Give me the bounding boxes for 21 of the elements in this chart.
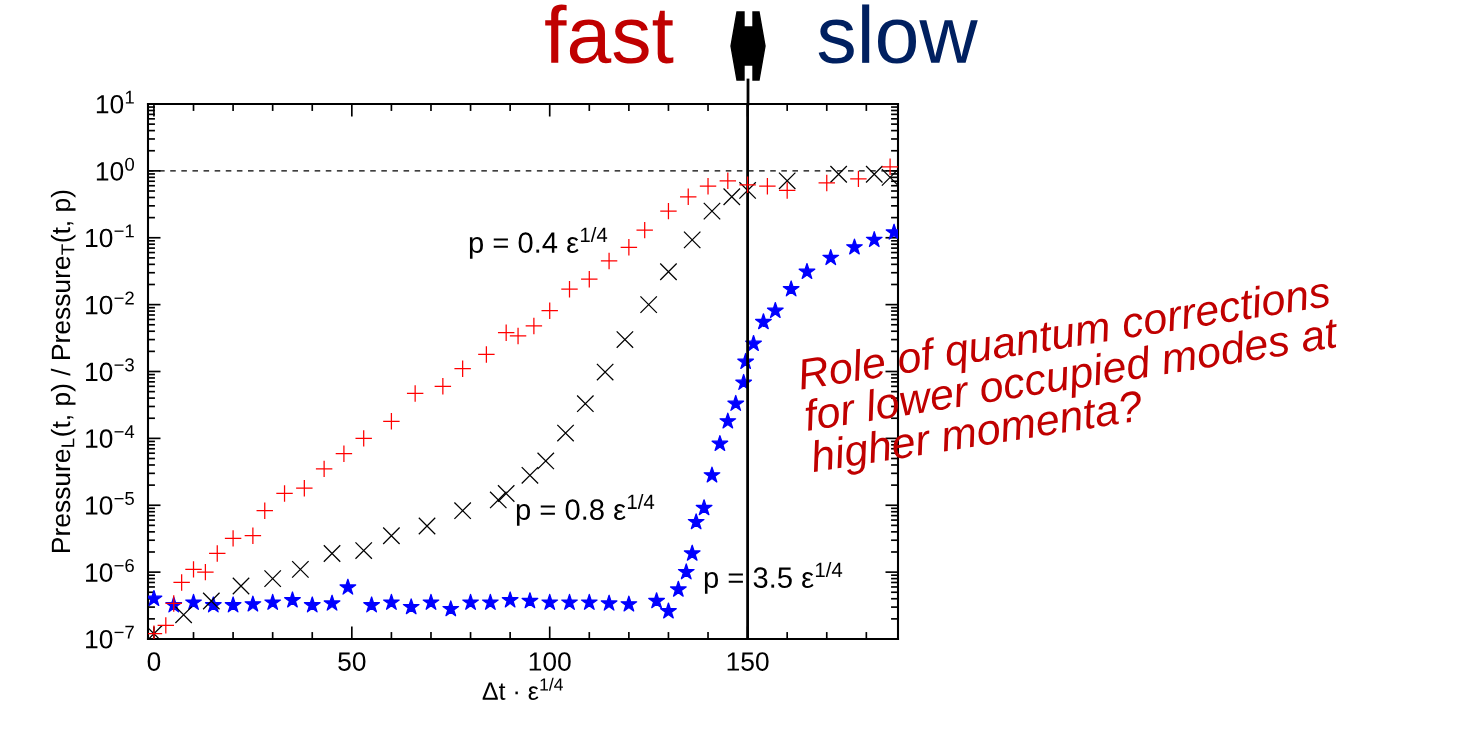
text: fast [545, 4, 674, 64]
annotation: Role of quantum corrections for lower occupied modes at higher momenta? [796, 274, 1342, 481]
annotation: p = 0.4 ε$^{1/4}$ [469, 227, 608, 259]
y-tick-label: 10$^{−3}$ [86, 358, 134, 382]
annotation: p = 3.5 ε$^{1/4}$ [704, 562, 843, 594]
y-tick-label: 10$^{0}$ [96, 157, 135, 181]
y-tick-label: 10$^{−1}$ [86, 224, 134, 248]
y-tick-label: 10$^{−7}$ [86, 625, 134, 649]
y-tick-label: 10$^{−4}$ [86, 425, 135, 448]
y-axis-title: Pressure$_{L}$(t, p) / Pressure$_{T}$(t, p) [50, 190, 76, 552]
text: slow [818, 4, 978, 64]
annotation: p = 0.8 ε$^{1/4}$ [516, 494, 655, 526]
x-tick-label: 150 [727, 652, 769, 671]
x-axis-title: Δt · ε$^{1/4}$ [482, 677, 563, 700]
x-tick-label: 50 [338, 652, 366, 671]
y-tick-label: 10$^{1}$ [96, 90, 134, 114]
x-tick-label: 100 [529, 652, 571, 671]
x-tick-label: 0 [147, 652, 161, 671]
y-tick-label: 10$^{−2}$ [86, 291, 134, 315]
y-tick-label: 10$^{−6}$ [86, 558, 134, 582]
y-tick-label: 10$^{−5}$ [86, 492, 134, 515]
